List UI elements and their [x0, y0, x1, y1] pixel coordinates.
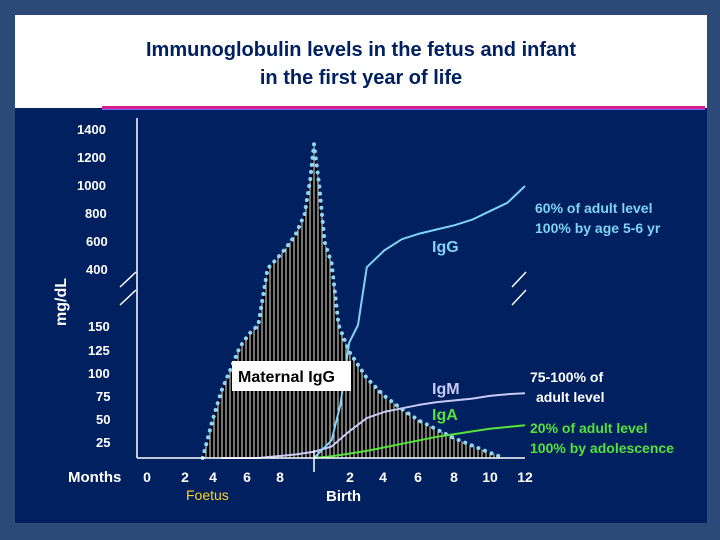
x-tick-4-months: 4	[379, 469, 387, 485]
y-tick-25: 25	[96, 435, 110, 450]
y-tick-1400: 1400	[77, 122, 106, 137]
y-axis-label: mg/dL	[53, 278, 70, 326]
igg-note-line-2: 100% by age 5-6 yr	[535, 220, 661, 236]
y-tick-125: 125	[88, 343, 110, 358]
x-axis-label: Months	[68, 469, 121, 486]
maternal-igg-label: Maternal IgG	[238, 369, 335, 386]
iga-note-line-2: 100% by adolescence	[530, 440, 674, 456]
x-tick-2-months: 2	[346, 469, 354, 485]
x-tick-8-months: 8	[450, 469, 458, 485]
x-tick-6-months: 6	[414, 469, 422, 485]
y-tick-75: 75	[96, 389, 110, 404]
igm-series-label: IgM	[432, 381, 460, 398]
maternal-igg-dotted-outline	[200, 143, 506, 460]
right-axis-break	[511, 271, 527, 306]
y-tick-50: 50	[96, 412, 110, 427]
title-line-2: in the first year of life	[259, 67, 463, 89]
birth-label: Birth	[326, 488, 361, 505]
igm-line	[221, 392, 526, 459]
igg-series-label: IgG	[432, 239, 459, 256]
x-tick-12-months: 12	[517, 469, 533, 485]
maternal-igg-area	[200, 143, 506, 460]
iga-note-line-1: 20% of adult level	[530, 420, 647, 436]
y-tick-150: 150	[88, 319, 110, 334]
igg-note-line-1: 60% of adult level	[535, 200, 652, 216]
title-line-1: Immunoglobulin levels in the fetus and i…	[145, 39, 577, 61]
x-tick-0: 0	[143, 469, 151, 485]
x-tick-6: 6	[243, 469, 251, 485]
y-tick-1000: 1000	[77, 178, 106, 193]
x-tick-10-months: 10	[482, 469, 498, 485]
maternal-igg-area-fill	[202, 144, 504, 458]
title-panel	[15, 15, 707, 108]
x-tick-8: 8	[276, 469, 284, 485]
foetus-label: Foetus	[186, 487, 229, 503]
maternal-igg-label-box	[232, 361, 351, 391]
igm-note-line-2: adult level	[536, 389, 604, 405]
y-axis-break	[119, 271, 137, 306]
y-tick-600: 600	[86, 234, 108, 249]
y-tick-800: 800	[85, 206, 107, 221]
x-tick-2: 2	[181, 469, 189, 485]
y-tick-400: 400	[86, 262, 108, 277]
slide-title: Immunoglobulin levels in the fetus and i…	[15, 36, 707, 92]
y-tick-100: 100	[88, 366, 110, 381]
title-underline	[102, 106, 705, 110]
igm-note-line-1: 75-100% of	[530, 369, 603, 385]
x-ticks: 0 2 4 6 8 2 4 6 8 10 12	[143, 469, 533, 485]
iga-series-label: IgA	[432, 407, 458, 424]
x-tick-4: 4	[209, 469, 217, 485]
y-upper-ticks: 1400 1200 1000 800 600 400	[77, 122, 108, 277]
y-lower-ticks: 150 125 100 75 50 25	[88, 319, 110, 450]
iga-line	[313, 424, 526, 459]
y-tick-1200: 1200	[77, 150, 106, 165]
